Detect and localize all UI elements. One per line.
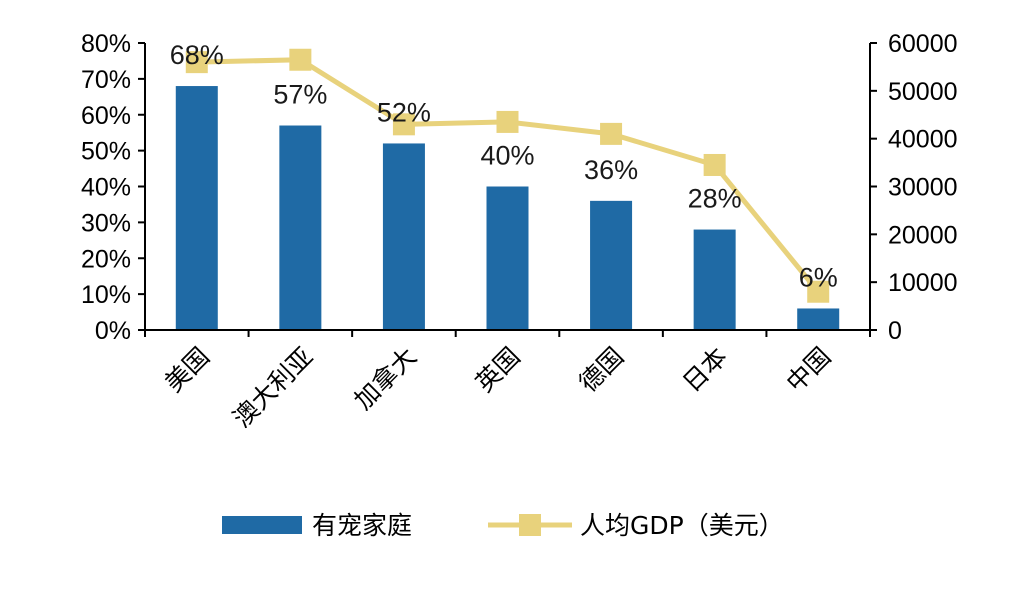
data-label: 52%	[377, 97, 431, 127]
right-tick-label: 30000	[888, 174, 958, 202]
left-tick-label: 60%	[81, 102, 131, 130]
data-label: 40%	[480, 141, 534, 171]
right-tick-label: 10000	[888, 269, 958, 297]
category-label: 美国	[159, 342, 215, 398]
left-tick-label: 70%	[81, 66, 131, 94]
bars-layer	[175, 86, 840, 330]
category-label: 英国	[470, 342, 526, 398]
data-label: 36%	[584, 155, 638, 185]
category-label: 德国	[573, 342, 629, 398]
gdp-marker-4	[496, 110, 519, 133]
legend-swatch-bar	[222, 516, 302, 534]
bar-4	[486, 186, 529, 330]
data-labels-layer: 68% 57% 52% 40% 36% 28% 6%	[170, 40, 838, 292]
legend-label-gdp: 人均GDP（美元）	[580, 511, 784, 540]
right-tick-label: 60000	[888, 30, 958, 58]
gdp-marker-3	[392, 113, 415, 136]
right-tick-label: 0	[888, 317, 902, 345]
left-tick-label: 80%	[81, 30, 131, 58]
bar-2	[279, 125, 322, 330]
right-tick-label: 50000	[888, 78, 958, 106]
bar-1	[175, 86, 218, 330]
bar-7	[797, 308, 840, 330]
category-label: 中国	[781, 342, 837, 398]
category-label: 日本	[677, 342, 733, 398]
gdp-marker-2	[289, 48, 312, 71]
category-label: 澳大利亚	[227, 342, 318, 433]
line-layer	[185, 48, 830, 303]
gdp-marker-7	[807, 280, 830, 303]
data-label: 6%	[799, 262, 838, 292]
left-tick-label: 30%	[81, 209, 131, 237]
gdp-marker-5	[600, 122, 623, 145]
legend: 有宠家庭 人均GDP（美元）	[222, 511, 784, 540]
legend-marker-gdp	[519, 514, 541, 536]
left-tick-label: 20%	[81, 245, 131, 273]
legend-label-pet-households: 有宠家庭	[312, 511, 412, 540]
gdp-marker-1	[185, 51, 208, 74]
bar-5	[590, 200, 633, 330]
data-label: 68%	[170, 40, 224, 70]
bar-3	[382, 143, 425, 330]
left-tick-label: 40%	[81, 174, 131, 202]
data-label: 57%	[273, 80, 327, 110]
category-label: 加拿大	[349, 342, 423, 416]
gdp-marker-6	[703, 153, 726, 176]
left-tick-label: 10%	[81, 281, 131, 309]
left-tick-label: 50%	[81, 138, 131, 166]
bar-6	[693, 229, 736, 330]
right-tick-label: 40000	[888, 126, 958, 154]
left-tick-label: 0%	[95, 317, 131, 345]
right-tick-label: 20000	[888, 221, 958, 249]
data-label: 28%	[688, 184, 742, 214]
